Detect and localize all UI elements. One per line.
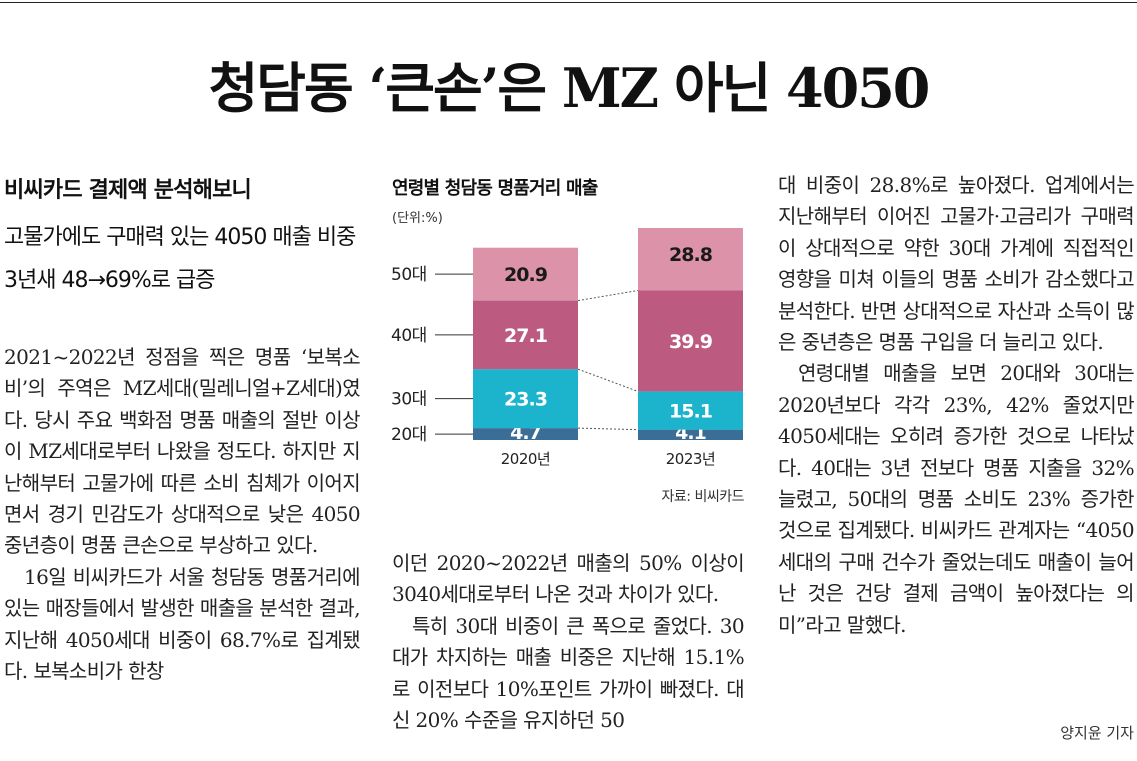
data-label: 15.1 [669, 401, 712, 423]
legend-label: 50대 [391, 265, 427, 285]
legend-label: 30대 [391, 390, 427, 410]
article-paragraph: 대 비중이 28.8%로 높아졌다. 업계에서는 지난해부터 이어진 고물가·고… [778, 173, 1135, 355]
top-rule [0, 2, 1137, 3]
chart-source: 자료: 비씨카드 [661, 489, 745, 505]
data-label: 39.9 [669, 331, 712, 353]
article-column-1: 2021~2022년 정점을 찍은 명품 ‘보복소비’의 주역은 MZ세대(밀레… [4, 342, 361, 687]
article-paragraph: 이던 2020~2022년 매출의 50% 이상이 3040세대로부터 나온 것… [392, 551, 745, 607]
byline: 양지윤 기자 [1060, 724, 1134, 742]
article-paragraph: 2021~2022년 정점을 찍은 명품 ‘보복소비’의 주역은 MZ세대(밀레… [4, 345, 361, 558]
article-paragraph: 16일 비씨카드가 서울 청담동 명품거리에 있는 매장들에서 발생한 매출을 … [4, 564, 361, 684]
connector-line [577, 368, 639, 392]
data-label: 20.9 [504, 264, 547, 286]
subheadline-2: 고물가에도 구매력 있는 4050 매출 비중 3년새 48→69%로 급증 [4, 225, 356, 293]
connector-line [577, 427, 639, 431]
legend-label: 40대 [391, 326, 427, 346]
stacked-bar-chart: 4.723.327.120.92020년4.115.139.928.82023년… [391, 228, 743, 468]
bar-segment [473, 428, 578, 440]
data-label: 23.3 [504, 389, 547, 411]
legend-label: 20대 [391, 425, 427, 445]
data-label: 28.8 [669, 244, 713, 266]
connector-line [577, 289, 639, 302]
bar-segment [638, 429, 743, 440]
bar-segment [473, 300, 578, 370]
page-title: 청담동 ‘큰손’은 MZ 아닌 4050 [208, 56, 931, 120]
subheadline-1: 비씨카드 결제액 분석해보니 [4, 178, 252, 203]
bar-segment [473, 369, 578, 429]
bar-segment [638, 391, 743, 430]
chart-unit: (단위:%) [392, 211, 443, 226]
article-column-3: 대 비중이 28.8%로 높아졌다. 업계에서는 지난해부터 이어진 고물가·고… [778, 170, 1135, 641]
article-paragraph: 연령대별 매출을 보면 20대와 30대는 2020년보다 각각 23%, 42… [778, 361, 1135, 637]
chart-title: 연령별 청담동 명품거리 매출 [392, 178, 598, 199]
data-label: 27.1 [504, 325, 547, 347]
bar-segment [473, 247, 578, 301]
category-label: 2023년 [666, 450, 715, 468]
bar-segment [638, 228, 743, 291]
category-label: 2020년 [501, 450, 550, 468]
article-paragraph: 특히 30대 비중이 큰 폭으로 줄었다. 30대가 차지하는 매출 비중은 지… [392, 613, 745, 733]
bar-segment [638, 290, 743, 392]
article-column-2: 이던 2020~2022년 매출의 50% 이상이 3040세대로부터 나온 것… [392, 548, 745, 736]
